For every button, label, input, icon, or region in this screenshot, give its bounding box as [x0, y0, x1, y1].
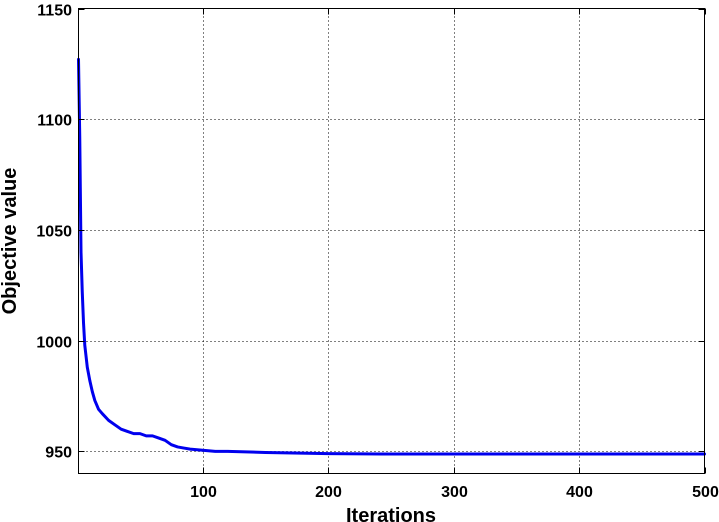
x-tick-label: 500 [692, 484, 719, 501]
grid-layer [78, 8, 705, 474]
plot-frame [78, 8, 705, 474]
x-tick-label: 100 [190, 484, 217, 501]
x-tick-label: 300 [441, 484, 468, 501]
x-axis-title: Iterations [346, 505, 436, 522]
x-tick-label: 400 [566, 484, 593, 501]
series-layer [77, 57, 706, 456]
series-line [77, 57, 706, 456]
y-tick-label: 1000 [36, 335, 72, 352]
y-tick-label: 950 [45, 445, 72, 462]
y-axis-title: Objective value [0, 168, 21, 315]
y-tick-label: 1050 [36, 224, 72, 241]
tick-layer: 100 200 300 400 500 950 1000 1050 1100 1150 [36, 3, 719, 502]
y-tick-label: 1150 [37, 3, 72, 20]
x-tick-label: 200 [315, 484, 342, 501]
y-tick-label: 1100 [37, 113, 72, 130]
